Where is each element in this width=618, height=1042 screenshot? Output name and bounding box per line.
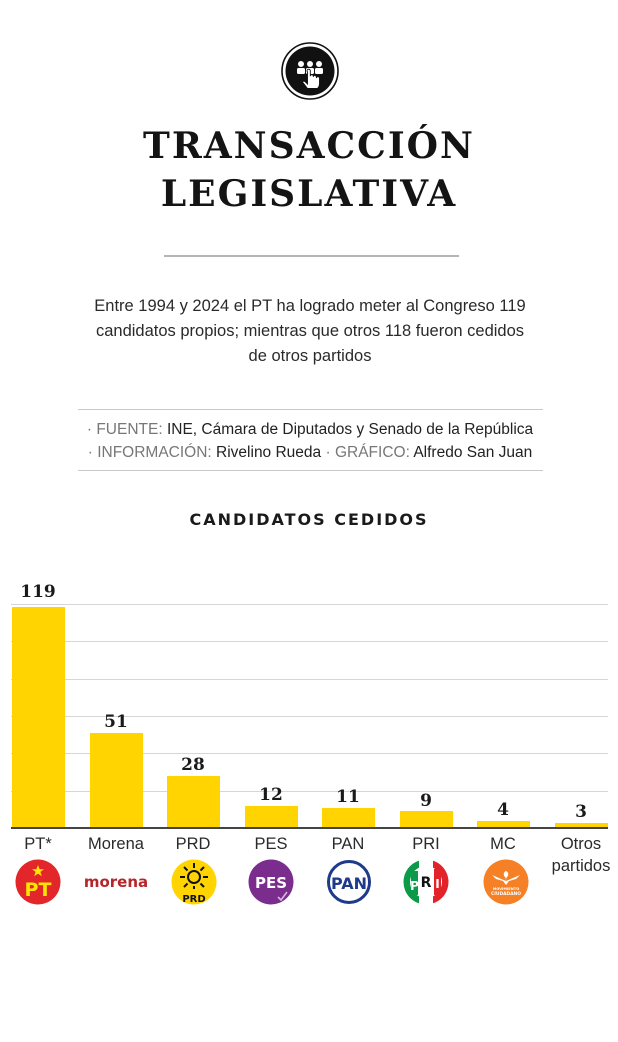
value-label-pan: 11 [336,787,360,807]
svg-text:PAN: PAN [331,874,367,893]
value-label-mc: 4 [497,800,509,820]
intro-line: Entre 1994 y 2024 el PT ha logrado meter… [94,297,526,315]
pt-logo-icon: PT [15,859,61,905]
gridline [11,604,608,605]
info-value: Rivelino Rueda [216,444,322,461]
value-label-otros: 3 [575,802,587,822]
source-label: · FUENTE: [86,421,163,438]
sources-credits: · FUENTE: INE, Cámara de Diputados y Sen… [60,418,560,464]
prd-logo-icon: PRD [171,859,217,905]
page-title: TRANSACCIÓN LEGISLATIVA [0,122,618,218]
category-label-mc: MC [490,835,516,853]
info-label: · INFORMACIÓN: [87,444,212,461]
mc-logo-icon: MOVIMIENTO CIUDADANO [483,859,529,905]
bar-pes [245,806,298,828]
svg-text:morena: morena [84,873,148,891]
pan-logo-icon: PAN [326,859,372,905]
sources-divider-bottom [78,470,543,471]
chart-title: CANDIDATOS CEDIDOS [189,510,429,529]
bar-chart: 119 51 28 12 11 9 4 3 PT* Morena PRD PES… [0,560,618,920]
title-line-1: TRANSACCIÓN [143,125,475,167]
source-value: INE, Cámara de Diputados y Senado de la … [166,421,534,438]
category-label-line: partidos [551,857,611,875]
people-hand-pointer-icon [281,42,339,100]
bar-otros [555,823,608,828]
pes-logo-icon: PES [248,859,294,905]
category-label-morena: Morena [88,835,144,853]
gridline [11,679,608,680]
bar-mc [477,821,530,828]
category-label-otros: Otros partidos [541,833,618,877]
bar-prd [167,776,220,828]
graphic-value: Alfredo San Juan [413,444,533,461]
credits-line: · INFORMACIÓN: Rivelino Rueda · GRÁFICO:… [60,441,560,464]
value-label-morena: 51 [104,712,128,732]
gridline [11,641,608,642]
pri-logo-icon: P R I [403,859,449,905]
category-label-line: Otros [560,835,602,853]
intro-line: candidatos propios; mientras que otros 1… [95,322,525,340]
category-label-prd: PRD [175,835,211,853]
svg-text:I: I [435,877,439,891]
svg-text:CIUDADANO: CIUDADANO [491,891,521,897]
category-label-pes: PES [254,835,288,853]
value-label-prd: 28 [181,755,205,775]
gridline [11,753,608,754]
sources-divider-top [78,409,543,410]
value-label-pri: 9 [420,791,432,811]
value-label-pes: 12 [259,785,283,805]
title-divider [164,255,459,257]
value-label-pt: 119 [20,582,56,602]
intro-line: de otros partidos [248,347,372,365]
svg-text:P: P [410,879,419,893]
category-label-pan: PAN [331,835,365,853]
bar-pan [322,808,375,828]
gridline [11,716,608,717]
bar-pri [400,811,453,828]
intro-text: Entre 1994 y 2024 el PT ha logrado meter… [60,294,560,369]
bar-morena [90,733,143,828]
svg-text:MOVIMIENTO: MOVIMIENTO [493,887,520,891]
source-line: · FUENTE: INE, Cámara de Diputados y Sen… [60,418,560,441]
category-label-pt: PT* [24,835,52,853]
x-axis-baseline [11,827,608,829]
svg-text:R: R [421,875,432,891]
title-line-2: LEGISLATIVA [160,173,458,215]
graphic-label: · GRÁFICO: [325,444,410,461]
svg-text:PRD: PRD [182,894,205,905]
svg-text:PES: PES [255,874,287,892]
gridline [11,791,608,792]
category-label-pri: PRI [412,835,440,853]
bar-pt [12,607,65,828]
svg-text:PT: PT [25,879,52,901]
morena-logo-icon: morena [84,873,148,891]
